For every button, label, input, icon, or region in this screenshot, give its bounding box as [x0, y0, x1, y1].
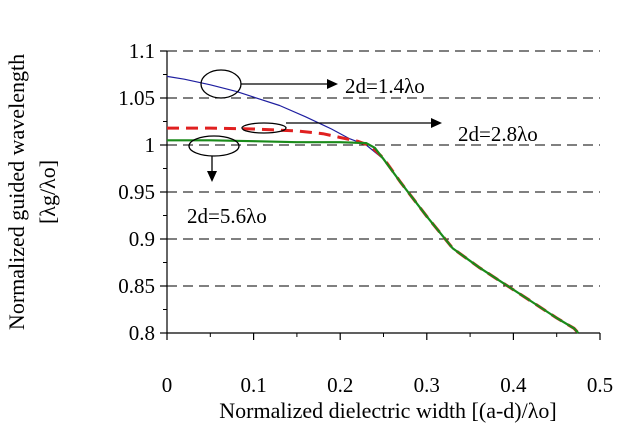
- x-axis-label: Normalized dielectric width [(a-d)/λo]: [219, 398, 556, 423]
- y-axis-label: Normalized guided wavelength: [4, 54, 29, 330]
- annotation-ellipse-3: [188, 135, 240, 157]
- annotation-arrowhead-3: [207, 171, 217, 182]
- x-tick-label: 0.4: [500, 373, 527, 397]
- y-tick-label: 0.85: [118, 274, 155, 298]
- x-tick-label: 0: [162, 373, 173, 397]
- y-tick-label: 0.95: [118, 180, 155, 204]
- y-tick-label: 0.8: [129, 321, 155, 345]
- y-tick-label: 0.9: [129, 227, 155, 251]
- y-tick-label: 1: [145, 133, 156, 157]
- annotations: 2d=1.4λo 2d=2.8λo 2d=5.6λo: [187, 69, 538, 228]
- annotation-arrowhead-2: [431, 118, 442, 128]
- ticks: 0.8 0.85 0.9 0.95 1 1.05 1.1 0 0.1 0.2 0.3 0.4 0.5: [118, 39, 613, 397]
- x-tick-label: 0.5: [587, 373, 613, 397]
- series-line-3: [167, 139, 580, 334]
- annotation-label-3: 2d=5.6λo: [187, 204, 267, 228]
- annotation-label-1: 2d=1.4λo: [345, 74, 425, 98]
- annotation-ellipse-2: [241, 122, 287, 134]
- y-axis-label-unit: [λg/λo]: [35, 160, 60, 224]
- y-tick-label: 1.05: [118, 86, 155, 110]
- x-tick-label: 0.3: [414, 373, 440, 397]
- series-line-2: [167, 126, 580, 335]
- annotation-arrowhead-1: [327, 79, 338, 89]
- x-tick-label: 0.2: [327, 373, 353, 397]
- x-tick-label: 0.1: [240, 373, 266, 397]
- series-lines: [166, 75, 580, 335]
- y-tick-label: 1.1: [129, 39, 155, 63]
- annotation-label-2: 2d=2.8λo: [458, 122, 538, 146]
